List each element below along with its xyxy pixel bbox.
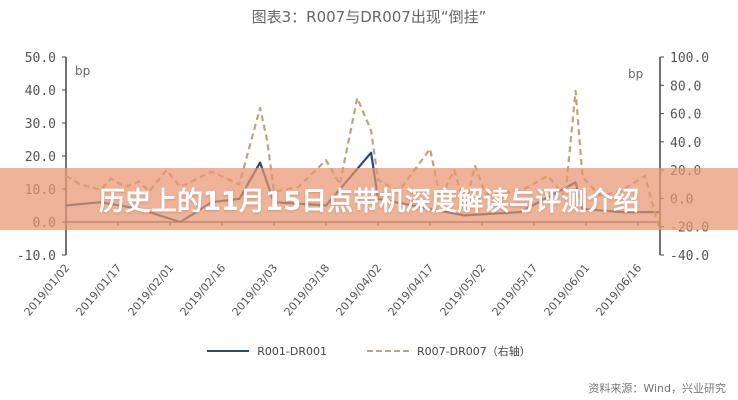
x-tick-label: 2019/01/02 (22, 262, 73, 319)
overlay-banner: 历史上的11月15日点带机深度解读与评测介绍 (0, 168, 738, 230)
left-tick-label: 40.0 (25, 84, 56, 99)
left-axis-unit: bp (75, 64, 90, 78)
x-tick-label: 2019/05/02 (438, 262, 489, 319)
right-tick-label: 60.0 (670, 108, 701, 123)
x-tick-label: 2019/03/03 (230, 262, 281, 319)
chart-title: 图表3：R007与DR007出现“倒挂” (251, 8, 487, 26)
x-tick-label: 2019/06/16 (594, 262, 645, 319)
right-tick-label: -40.0 (670, 249, 709, 264)
legend: R001-DR001 R007-DR007（右轴） (0, 343, 738, 359)
left-tick-label: 30.0 (25, 117, 56, 132)
x-tick-label: 2019/01/17 (74, 262, 125, 319)
right-tick-label: 100.0 (670, 51, 709, 66)
legend-item-r001: R001-DR001 (207, 343, 327, 359)
right-axis-unit: bp (628, 67, 643, 81)
left-tick-label: 20.0 (25, 150, 56, 165)
source-note: 资料来源：Wind，兴业研究 (588, 382, 726, 395)
right-tick-label: 40.0 (670, 136, 701, 151)
x-tick-label: 2019/03/18 (282, 262, 333, 319)
x-tick-label: 2019/06/01 (542, 262, 593, 319)
legend-swatch-dashed (367, 350, 409, 352)
left-tick-label: 50.0 (25, 51, 56, 66)
x-tick-label: 2019/04/17 (386, 262, 437, 319)
x-tick-label: 2019/05/17 (490, 262, 541, 319)
legend-label: R001-DR001 (257, 344, 327, 358)
x-tick-label: 2019/02/16 (178, 262, 229, 319)
x-tick-label: 2019/02/01 (126, 262, 177, 319)
legend-item-r007: R007-DR007（右轴） (367, 343, 531, 359)
banner-text: 历史上的11月15日点带机深度解读与评测介绍 (98, 186, 640, 217)
left-tick-label: -10.0 (17, 249, 56, 264)
legend-label: R007-DR007（右轴） (417, 345, 531, 358)
right-tick-label: 80.0 (670, 79, 701, 94)
x-tick-label: 2019/04/02 (334, 262, 385, 319)
legend-swatch-solid (207, 350, 250, 352)
